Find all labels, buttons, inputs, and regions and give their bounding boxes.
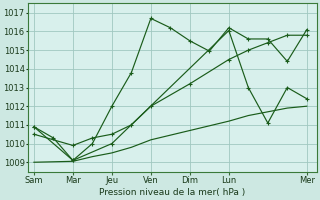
X-axis label: Pression niveau de la mer( hPa ): Pression niveau de la mer( hPa ) <box>99 188 245 197</box>
